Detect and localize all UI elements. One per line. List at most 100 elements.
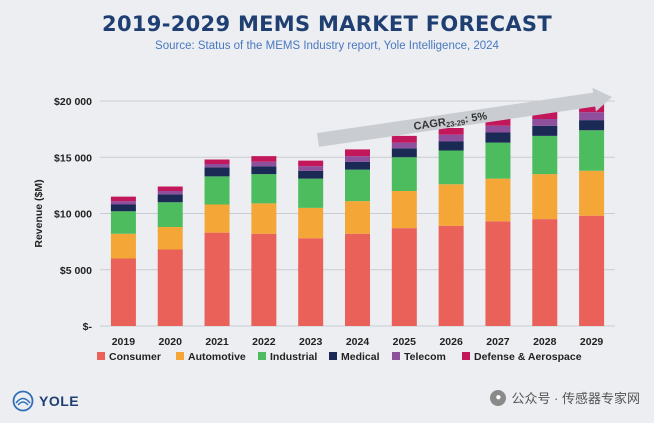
bar-segment-automotive-2029 (579, 170, 605, 216)
legend-swatch (329, 352, 337, 360)
bar-segment-automotive-2027 (485, 178, 511, 222)
bar-segment-defense-aerospace-2023 (298, 160, 324, 167)
bar-segment-telecom-2028 (532, 119, 558, 126)
bar-segment-industrial-2020 (157, 202, 183, 227)
yole-logo: YOLE (12, 390, 79, 412)
legend-swatch (176, 352, 184, 360)
bar-segment-automotive-2021 (204, 204, 230, 233)
bar-segment-industrial-2019 (110, 211, 136, 234)
brand-name: YOLE (39, 393, 80, 409)
bar-segment-defense-aerospace-2022 (251, 156, 277, 162)
bar-segment-telecom-2026 (438, 134, 464, 142)
bar-segment-automotive-2023 (298, 207, 324, 239)
bar-segment-consumer-2026 (438, 225, 464, 326)
bar-segment-consumer-2021 (204, 232, 230, 326)
bar-segment-medical-2021 (204, 167, 230, 177)
watermark-text: 公众号 · 传感器专家网 (511, 391, 640, 406)
chart-title: 2019-2029 MEMS MARKET FORECAST (102, 12, 552, 36)
x-tick-label: 2020 (159, 336, 183, 348)
y-tick-label: $10 000 (54, 209, 92, 221)
bar-segment-industrial-2026 (438, 150, 464, 185)
bar-segment-medical-2020 (157, 194, 183, 203)
x-tick-label: 2026 (439, 336, 463, 348)
cagr-arrow: CAGR23-29: 5% (316, 87, 613, 147)
bar-segment-industrial-2023 (298, 178, 324, 208)
bar-segment-industrial-2021 (204, 176, 230, 205)
x-tick-label: 2029 (580, 336, 604, 348)
x-tick-label: 2021 (205, 336, 229, 348)
bar-segment-medical-2024 (345, 161, 370, 170)
bar-segment-defense-aerospace-2028 (532, 111, 558, 119)
bar-segment-industrial-2029 (579, 130, 605, 171)
y-tick-label: $5 000 (60, 265, 92, 277)
bar-segment-automotive-2020 (157, 227, 183, 250)
bar-segment-consumer-2028 (532, 219, 558, 326)
bar-segment-consumer-2022 (251, 233, 277, 326)
bar-segment-automotive-2025 (391, 191, 417, 229)
x-tick-label: 2023 (299, 336, 323, 348)
x-tick-label: 2025 (393, 336, 417, 348)
legend-label: Consumer (109, 351, 161, 363)
cagr-label-tail: : 5% (464, 110, 488, 125)
wechat-icon: ● (490, 389, 507, 406)
x-tick-label: 2027 (486, 336, 510, 348)
bar-segment-telecom-2024 (345, 156, 370, 162)
bar-segment-telecom-2022 (251, 161, 277, 167)
x-tick-label: 2028 (533, 336, 557, 348)
bar-segment-defense-aerospace-2027 (485, 117, 511, 126)
yole-logo-icon (12, 390, 34, 412)
bar-segment-telecom-2029 (579, 112, 605, 121)
bar-segment-telecom-2020 (157, 191, 183, 195)
bar-segment-automotive-2022 (251, 203, 277, 234)
bar-segment-telecom-2021 (204, 164, 230, 168)
bar-segment-automotive-2026 (438, 184, 464, 226)
x-tick-label: 2019 (112, 336, 136, 348)
bar-segment-consumer-2024 (345, 233, 370, 326)
bar-segment-consumer-2027 (485, 221, 511, 326)
bar-segment-defense-aerospace-2019 (110, 196, 136, 202)
bar-segment-industrial-2022 (251, 174, 277, 204)
bar-segment-industrial-2028 (532, 135, 558, 175)
bar-segment-automotive-2028 (532, 174, 558, 220)
legend-swatch (392, 352, 400, 360)
bar-segment-telecom-2027 (485, 125, 511, 133)
legend-label: Automotive (188, 351, 246, 363)
bar-segment-automotive-2019 (110, 233, 136, 259)
cagr-arrow-shape (316, 87, 613, 147)
bar-segment-defense-aerospace-2020 (157, 186, 183, 191)
legend-label: Medical (341, 351, 380, 363)
chart-subtitle: Source: Status of the MEMS Industry repo… (155, 40, 499, 52)
bar-segment-defense-aerospace-2024 (345, 149, 370, 157)
legend-label: Industrial (270, 351, 317, 363)
legend-swatch (462, 352, 470, 360)
bar-segment-defense-aerospace-2026 (438, 128, 464, 135)
cagr-label-main: CAGR (413, 116, 447, 133)
bar-segment-defense-aerospace-2029 (579, 103, 605, 113)
bar-segment-medical-2026 (438, 141, 464, 151)
y-tick-label: $15 000 (54, 152, 92, 164)
cagr-label-sub: 23-29 (445, 118, 465, 130)
bar-segment-industrial-2027 (485, 142, 511, 179)
x-tick-label: 2022 (252, 336, 276, 348)
bar-segment-medical-2028 (532, 125, 558, 136)
bar-segment-medical-2023 (298, 170, 324, 179)
bar-segment-telecom-2023 (298, 166, 324, 171)
bar-segment-medical-2029 (579, 120, 605, 131)
bar-segment-industrial-2024 (345, 169, 370, 202)
cagr-label: CAGR23-29: 5% (413, 110, 489, 134)
bar-segment-automotive-2024 (345, 201, 370, 234)
bar-segment-defense-aerospace-2025 (391, 135, 417, 143)
legend-swatch (97, 352, 105, 360)
bar-segment-medical-2019 (110, 204, 136, 212)
bar-segment-medical-2027 (485, 132, 511, 143)
bar-segment-industrial-2025 (391, 157, 417, 191)
legend-swatch (258, 352, 266, 360)
y-tick-label: $20 000 (54, 96, 92, 108)
bar-segment-consumer-2029 (579, 215, 605, 326)
bar-segment-consumer-2020 (157, 249, 183, 326)
bar-segment-defense-aerospace-2021 (204, 159, 230, 164)
bar-segment-medical-2025 (391, 148, 417, 158)
bar-segment-consumer-2019 (110, 258, 136, 326)
legend-label: Defense & Aerospace (474, 351, 582, 363)
